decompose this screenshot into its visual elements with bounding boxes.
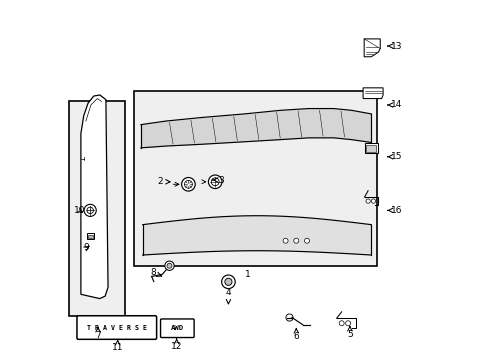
Text: 10: 10: [74, 206, 85, 215]
Circle shape: [370, 199, 375, 203]
Text: 5: 5: [346, 327, 352, 339]
Circle shape: [166, 263, 172, 268]
Circle shape: [224, 278, 231, 285]
Text: 7: 7: [95, 328, 101, 340]
Bar: [134, 91, 376, 266]
Bar: [69, 102, 124, 316]
Circle shape: [293, 238, 298, 243]
Circle shape: [164, 261, 174, 270]
Text: 9: 9: [83, 243, 89, 252]
Text: 14: 14: [387, 100, 401, 109]
Circle shape: [345, 321, 350, 326]
Bar: [87, 235, 93, 238]
Text: 13: 13: [387, 41, 401, 50]
Circle shape: [283, 238, 287, 243]
Text: 6: 6: [293, 329, 299, 341]
Text: 1: 1: [244, 270, 250, 279]
Polygon shape: [364, 39, 380, 57]
Circle shape: [181, 177, 195, 191]
Text: 2: 2: [158, 177, 170, 186]
Circle shape: [365, 199, 369, 203]
Text: 12: 12: [171, 339, 182, 351]
Circle shape: [339, 321, 344, 326]
Bar: [86, 233, 94, 239]
Polygon shape: [363, 88, 382, 99]
Text: 3: 3: [212, 176, 224, 185]
Circle shape: [304, 238, 309, 243]
Circle shape: [285, 314, 292, 321]
Circle shape: [211, 178, 219, 186]
Text: 16: 16: [387, 206, 401, 215]
FancyBboxPatch shape: [77, 316, 156, 339]
Bar: [365, 145, 375, 152]
Text: AWD: AWD: [170, 325, 183, 331]
Text: T R A V E R S E: T R A V E R S E: [86, 324, 146, 330]
Polygon shape: [81, 95, 108, 298]
Text: 11: 11: [112, 340, 123, 352]
Circle shape: [87, 207, 93, 213]
Text: 15: 15: [387, 152, 401, 161]
FancyBboxPatch shape: [160, 319, 194, 338]
Circle shape: [208, 175, 222, 189]
Circle shape: [221, 275, 235, 289]
Text: 8: 8: [150, 268, 162, 277]
Bar: [364, 143, 377, 153]
Circle shape: [84, 204, 96, 216]
Circle shape: [184, 180, 192, 188]
Text: 4: 4: [225, 288, 231, 304]
